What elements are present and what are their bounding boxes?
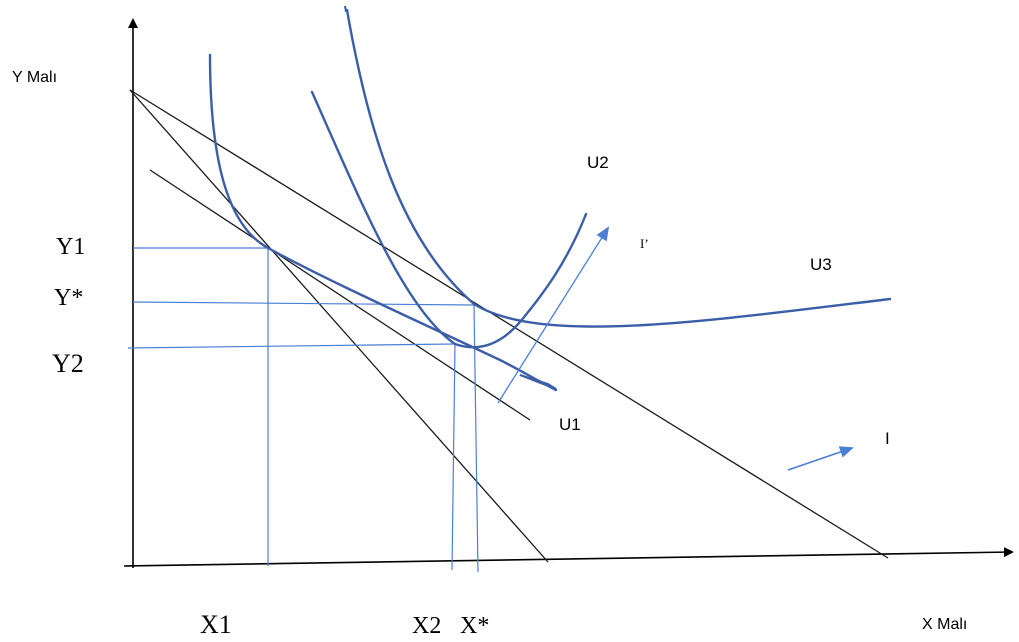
y-axis-label: Y Malı <box>12 69 57 86</box>
tick-label-x-star: X* <box>460 613 489 639</box>
tick-label-x1: X1 <box>200 610 232 639</box>
indifference-curve-u3 <box>345 8 892 328</box>
x-axis-label: X Malı <box>922 616 967 633</box>
curve-label-u3: U3 <box>810 255 832 274</box>
budget-line-outer <box>129 89 889 559</box>
indifference-curves <box>208 8 892 392</box>
guide-x2 <box>451 343 456 571</box>
top-mark <box>344 5 347 13</box>
tick-label-y1: Y1 <box>56 234 85 260</box>
curve-label-u2: U2 <box>587 153 609 172</box>
indifference-curve-u1 <box>208 53 558 392</box>
guide-y2 <box>127 343 456 349</box>
shift-arrow-i-prime <box>497 226 610 404</box>
guide-x-star <box>473 304 479 573</box>
budget-line-compensated <box>149 169 531 421</box>
budget-label-i-prime: I’ <box>640 236 649 251</box>
guide-y-star <box>132 301 475 306</box>
indifference-curve-u2 <box>310 90 588 349</box>
shift-arrow-i <box>787 446 854 471</box>
budget-label-i: I <box>885 429 890 448</box>
u1-curve-tail <box>519 374 557 390</box>
budget-line-inner-steep <box>129 89 549 563</box>
guide-lines <box>127 247 479 573</box>
tick-label-x2: X2 <box>412 613 441 639</box>
curve-label-u1: U1 <box>559 415 581 434</box>
tick-label-y-star: Y* <box>54 285 83 311</box>
tick-label-y2: Y2 <box>52 349 84 378</box>
x-axis <box>123 547 1014 567</box>
